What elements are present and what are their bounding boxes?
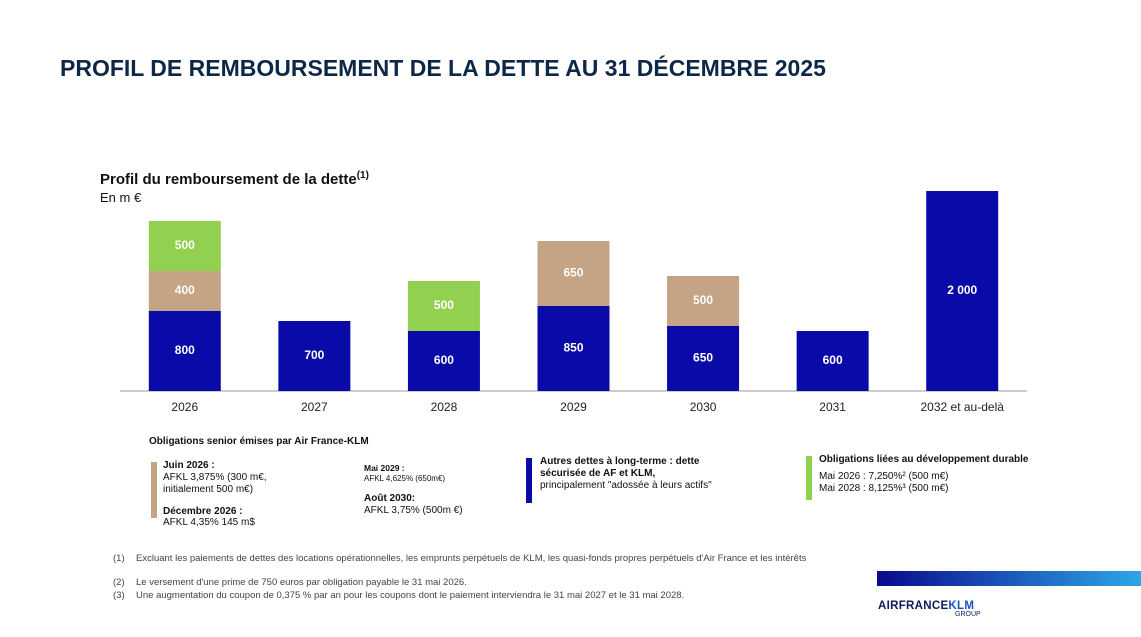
bar-segment bbox=[148, 271, 221, 311]
chart-title: Profil du remboursement de la dette bbox=[100, 171, 357, 188]
footnote: Le versement d'une prime de 750 euros pa… bbox=[136, 577, 467, 588]
bar-segment bbox=[667, 276, 740, 326]
bar-segment bbox=[537, 306, 610, 391]
legend-detail-label: Mai 2029 : bbox=[364, 463, 405, 473]
data-label: 500 bbox=[693, 293, 713, 307]
footnote: Excluant les paiements de dettes des loc… bbox=[136, 553, 807, 564]
legend-detail: AFKL 3,875% (300 m€, initialement 500 m€… bbox=[163, 472, 267, 495]
bar-segment bbox=[407, 281, 480, 331]
x-tick-label: 2032 et au-delà bbox=[921, 400, 1005, 414]
data-label: 500 bbox=[434, 298, 454, 312]
x-tick-label: 2028 bbox=[431, 400, 458, 414]
data-label: 850 bbox=[563, 341, 583, 355]
legend-swatch bbox=[151, 462, 157, 518]
legend-label: Obligations senior émises par Air France… bbox=[149, 436, 369, 447]
data-label: 700 bbox=[304, 348, 324, 362]
chart-title-note: (1) bbox=[356, 170, 369, 181]
legend-swatch bbox=[806, 456, 812, 500]
legend-detail-label: Août 2030: bbox=[364, 493, 416, 504]
bar-segment bbox=[407, 331, 480, 391]
bar-segment bbox=[148, 221, 221, 271]
logo-brand2: KLM bbox=[948, 600, 975, 612]
data-label: 400 bbox=[175, 283, 195, 297]
legend-swatch bbox=[526, 458, 532, 503]
chart-title-wrap: Profil du remboursement de la dette(1) bbox=[100, 167, 369, 189]
page-title: PROFIL DE REMBOURSEMENT DE LA DETTE AU 3… bbox=[60, 55, 826, 81]
data-label: 600 bbox=[823, 353, 843, 367]
bar-segment bbox=[278, 321, 351, 391]
x-tick-label: 2031 bbox=[819, 400, 846, 414]
data-label: 800 bbox=[175, 343, 195, 357]
bar-segment bbox=[667, 326, 740, 391]
logo-group: GROUP bbox=[955, 611, 981, 618]
data-label: 650 bbox=[563, 266, 583, 280]
x-tick-label: 2027 bbox=[301, 400, 328, 414]
bar-segment bbox=[926, 191, 999, 391]
legend-detail: principalement "adossée à leurs actifs" bbox=[540, 480, 712, 491]
data-label: 2 000 bbox=[947, 283, 977, 297]
footnote-marker: (2) bbox=[113, 577, 125, 588]
legend-detail: AFKL 4,625% (650m€) bbox=[364, 474, 446, 483]
bar-segment bbox=[148, 311, 221, 391]
data-label: 600 bbox=[434, 353, 454, 367]
legend-detail-label: Décembre 2026 : bbox=[163, 506, 243, 517]
data-label: 650 bbox=[693, 351, 713, 365]
legend-label: Obligations liées au développement durab… bbox=[819, 454, 1029, 465]
footnote: Une augmentation du coupon de 0,375 % pa… bbox=[136, 590, 685, 601]
bar-segment bbox=[537, 241, 610, 306]
bar-segment bbox=[796, 331, 869, 391]
x-tick-label: 2030 bbox=[690, 400, 717, 414]
data-label: 500 bbox=[175, 238, 195, 252]
footnote-marker: (1) bbox=[113, 553, 125, 564]
legend-detail-label: Juin 2026 : bbox=[163, 460, 215, 471]
logo: AIRFRANCEKLM bbox=[878, 600, 974, 612]
legend-label: Autres dettes à long-terme : dette sécur… bbox=[540, 456, 700, 479]
logo-brand: AIRFRANCE bbox=[878, 600, 949, 612]
legend-detail: AFKL 4,35% 145 m$ bbox=[163, 517, 255, 528]
x-tick-label: 2029 bbox=[560, 400, 587, 414]
x-tick-label: 2026 bbox=[171, 400, 198, 414]
legend-detail: Mai 2026 : 7,250%² (500 m€) bbox=[819, 471, 949, 482]
brand-band bbox=[877, 571, 1141, 586]
chart-subtitle: En m € bbox=[100, 190, 142, 205]
footnote-marker: (3) bbox=[113, 590, 125, 601]
legend-detail: AFKL 3,75% (500m €) bbox=[364, 505, 463, 516]
legend-detail: Mai 2028 : 8,125%³ (500 m€) bbox=[819, 483, 949, 494]
